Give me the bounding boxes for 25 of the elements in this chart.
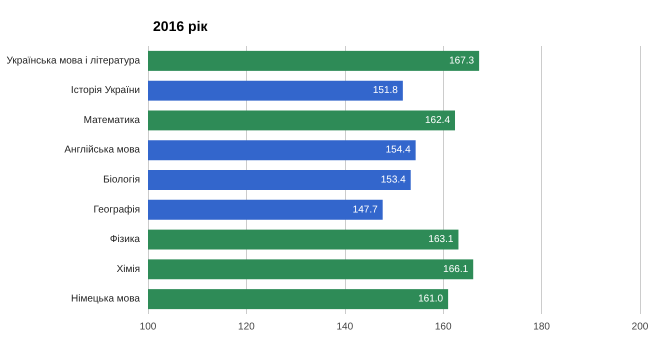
chart-title: 2016 рік (153, 18, 208, 34)
y-tick-label: Німецька мова (71, 294, 140, 305)
x-tick-label: 180 (533, 322, 550, 332)
data-label: 153.4 (380, 174, 406, 186)
y-tick-label: Математика (84, 114, 140, 126)
y-tick-label: Географія (93, 204, 140, 216)
y-tick-label: Українська мова і література (6, 55, 140, 66)
x-tick-label: 160 (434, 322, 452, 332)
y-tick-label: Фізика (110, 234, 140, 246)
data-label: 147.7 (352, 204, 378, 216)
y-tick-label: Історія України (70, 85, 140, 96)
x-tick-label: 120 (238, 322, 256, 332)
data-label: 161.0 (418, 294, 444, 305)
data-label: 154.4 (386, 144, 412, 156)
x-tick-label: 100 (140, 322, 157, 332)
data-label: 163.1 (428, 234, 454, 246)
data-label: 162.4 (424, 114, 450, 126)
data-label: 167.3 (449, 55, 475, 66)
data-label: 151.8 (372, 85, 398, 96)
x-tick-label: 200 (632, 322, 649, 332)
y-tick-label: Біологія (103, 174, 140, 186)
data-label: 166.1 (443, 264, 469, 275)
y-tick-label: Англійська мова (64, 144, 140, 156)
y-tick-label: Хімія (116, 264, 140, 275)
x-tick-label: 140 (336, 322, 354, 332)
